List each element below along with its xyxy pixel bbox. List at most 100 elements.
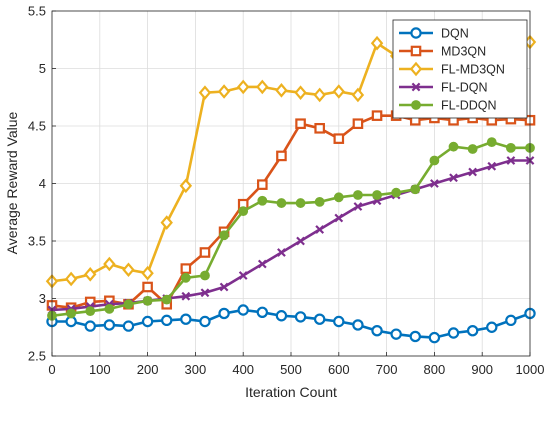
data-point-fl-md3qn (256, 79, 269, 95)
data-point-fl-ddqn (333, 192, 344, 203)
data-point-fl-ddqn (410, 184, 421, 195)
data-point-fl-dqn (430, 179, 439, 188)
data-point-fl-ddqn (200, 270, 210, 281)
data-point-dqn (352, 319, 364, 331)
data-point-fl-md3qn (141, 265, 154, 281)
data-point-fl-ddqn (276, 198, 287, 208)
data-point-dqn (256, 306, 269, 318)
data-point-dqn (84, 320, 96, 332)
data-point-fl-ddqn (142, 295, 153, 306)
data-point-fl-ddqn (123, 299, 134, 310)
y-tick-label: 4.5 (28, 119, 46, 134)
legend: DQN MD3QN FL-MD3QN FL-DQN FL-DDQN (392, 19, 528, 119)
data-point-fl-dqn (468, 167, 478, 177)
data-point-dqn (237, 304, 249, 316)
data-point-fl-dqn (506, 156, 516, 165)
series-fl-ddqn (47, 137, 535, 321)
data-point-fl-ddqn (505, 142, 516, 153)
data-point-fl-ddqn (238, 206, 249, 217)
data-point-fl-ddqn (486, 137, 497, 148)
legend-marker-md3qn (410, 45, 422, 57)
data-point-fl-md3qn (160, 215, 173, 230)
data-point-fl-ddqn (295, 198, 306, 208)
data-point-dqn (428, 331, 441, 344)
data-point-fl-dqn (200, 288, 210, 298)
y-tick-label: 2.5 (28, 349, 46, 364)
data-point-dqn (103, 319, 116, 331)
legend-label-md3qn: MD3QN (441, 45, 486, 59)
data-point-fl-dqn (296, 236, 305, 246)
data-point-fl-dqn (487, 161, 497, 171)
data-point-fl-ddqn (180, 272, 191, 283)
x-tick-label: 200 (137, 362, 159, 377)
data-point-fl-ddqn (448, 141, 459, 152)
data-point-fl-ddqn (257, 195, 268, 206)
legend-label-dqn: DQN (441, 27, 469, 41)
data-point-fl-dqn (257, 259, 267, 269)
data-point-fl-dqn (219, 282, 229, 292)
x-tick-label: 400 (232, 362, 254, 377)
data-point-fl-md3qn (198, 85, 212, 100)
data-point-dqn (409, 330, 421, 343)
legend-marker-fl-md3qn (409, 61, 423, 77)
data-point-md3qn (314, 122, 325, 134)
data-point-fl-md3qn (332, 84, 346, 99)
data-point-fl-dqn (277, 248, 286, 257)
data-point-fl-ddqn (372, 190, 382, 200)
x-tick-label: 300 (185, 362, 207, 377)
data-point-fl-dqn (181, 291, 191, 301)
data-point-fl-md3qn (179, 178, 193, 194)
data-point-fl-md3qn (217, 84, 231, 99)
data-point-md3qn (180, 263, 192, 274)
data-point-dqn (466, 325, 479, 337)
y-tick-label: 3 (39, 291, 46, 306)
data-point-dqn (141, 315, 154, 328)
legend-marker-dqn (410, 27, 422, 39)
data-point-fl-md3qn (122, 262, 135, 278)
legend-label-fl-md3qn: FL-MD3QN (441, 63, 505, 77)
x-tick-label: 600 (328, 362, 350, 377)
data-point-md3qn (371, 110, 383, 121)
data-point-fl-md3qn (351, 87, 365, 103)
data-point-fl-dqn (353, 202, 363, 211)
tick-labels: 0 100 200 300 400 500 600 700 800 900 1000 2.5 3 3.5 4… (28, 4, 545, 378)
data-point-fl-ddqn (85, 306, 96, 317)
x-tick-label: 700 (376, 362, 398, 377)
data-point-dqn (180, 313, 192, 325)
data-point-dqn (218, 307, 230, 320)
data-point-fl-ddqn (104, 303, 115, 314)
data-point-fl-md3qn (236, 79, 250, 95)
data-point-dqn (333, 315, 345, 328)
y-tick-label: 4 (39, 176, 46, 191)
legend-marker-fl-ddqn (411, 100, 421, 110)
data-point-fl-ddqn (353, 190, 363, 200)
data-point-md3qn (199, 247, 211, 258)
data-point-fl-dqn (238, 271, 248, 280)
x-tick-label: 900 (471, 362, 493, 377)
data-point-fl-ddqn (161, 294, 172, 305)
data-point-dqn (486, 321, 498, 333)
data-point-fl-dqn (449, 173, 458, 183)
data-point-fl-md3qn (64, 271, 78, 287)
legend-label-fl-dqn: FL-DQN (441, 81, 488, 95)
data-point-fl-md3qn (294, 85, 307, 100)
data-point-md3qn (142, 281, 153, 293)
y-tick-label: 5.5 (28, 4, 46, 19)
x-tick-label: 0 (48, 362, 55, 377)
legend-label-fl-ddqn: FL-DDQN (441, 99, 497, 113)
data-point-dqn (313, 313, 326, 325)
data-point-md3qn (352, 118, 364, 129)
data-point-md3qn (276, 150, 287, 162)
data-point-fl-md3qn (370, 35, 384, 51)
data-point-dqn (505, 314, 517, 327)
data-point-fl-md3qn (275, 83, 288, 98)
x-tick-label: 100 (89, 362, 111, 377)
data-point-fl-ddqn (66, 308, 77, 319)
data-point-fl-ddqn (429, 155, 440, 166)
data-point-fl-md3qn (84, 267, 97, 282)
data-point-fl-md3qn (313, 87, 326, 103)
data-point-fl-md3qn (103, 256, 116, 272)
data-point-fl-dqn (334, 213, 344, 223)
data-point-dqn (390, 328, 402, 340)
